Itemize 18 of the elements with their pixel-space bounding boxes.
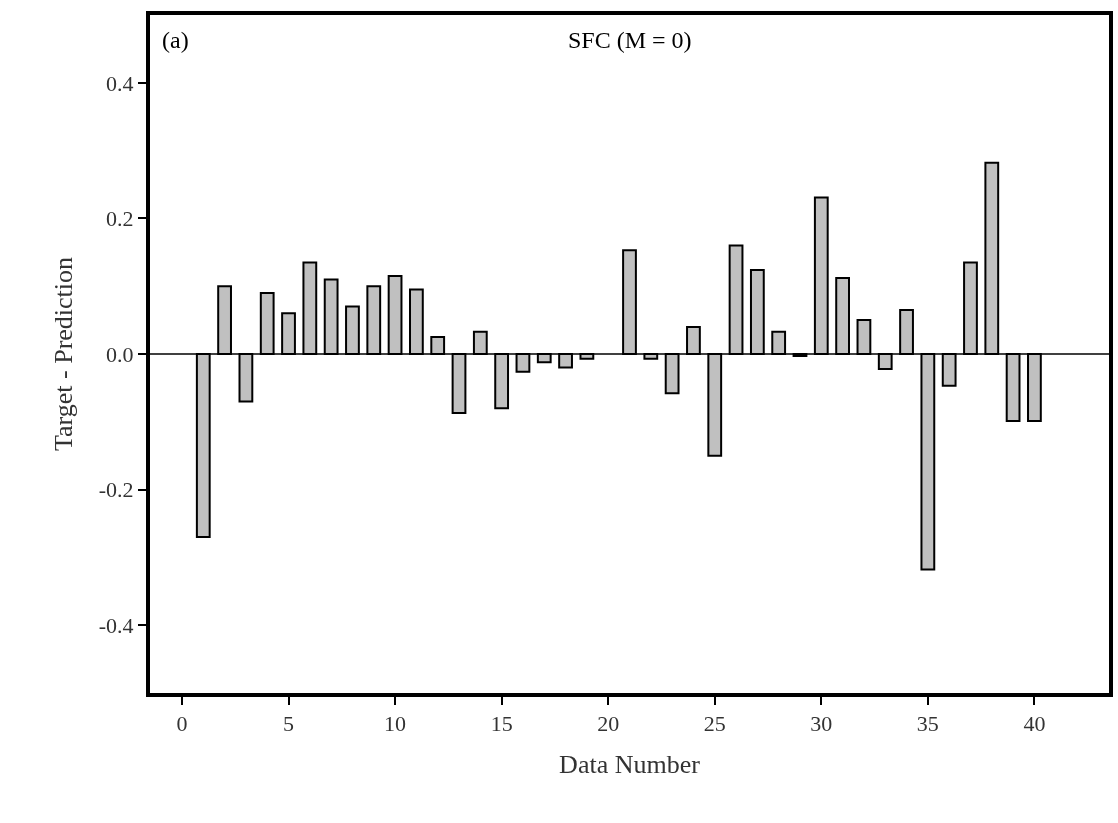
- x-tick-label: 40: [1023, 711, 1046, 737]
- y-tick-label: -0.2: [98, 477, 134, 503]
- x-axis-title: Data Number: [559, 749, 701, 779]
- y-tick-label: 0.4: [106, 70, 134, 96]
- y-tick-label: 0.2: [106, 206, 134, 232]
- annotation: (a): [162, 27, 189, 53]
- x-tick-label: 25: [703, 711, 726, 737]
- x-tick-label: 20: [597, 711, 620, 737]
- y-axis-title: Target - Prediction: [48, 256, 78, 452]
- x-tick-label: 30: [810, 711, 833, 737]
- text: SFC (M = 0): [568, 27, 692, 53]
- x-tick-label: 0: [176, 711, 188, 737]
- x-tick-label: 35: [916, 711, 939, 737]
- y-tick-label: 0.0: [106, 341, 134, 367]
- x-tick-label: 15: [490, 711, 513, 737]
- x-tick-label: 10: [384, 711, 407, 737]
- x-tick-label: 5: [283, 711, 295, 737]
- y-tick-label: -0.4: [98, 612, 134, 638]
